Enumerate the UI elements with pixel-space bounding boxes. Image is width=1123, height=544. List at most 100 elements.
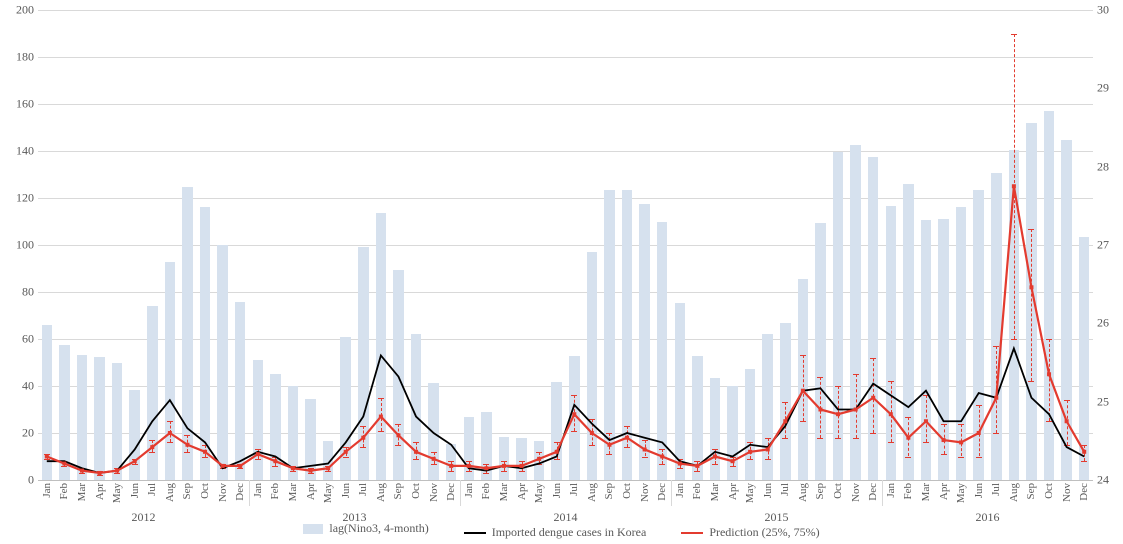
- error-cap: [870, 433, 876, 434]
- error-bar: [680, 459, 681, 468]
- error-bar: [258, 449, 259, 458]
- x-month-label: Aug: [164, 483, 176, 502]
- x-month-label: Nov: [217, 483, 229, 502]
- x-month-label: Apr: [516, 483, 528, 500]
- legend-item-imported: Imported dengue cases in Korea: [464, 525, 647, 540]
- y-left-tick-label: 100: [4, 238, 34, 253]
- error-cap: [1028, 381, 1034, 382]
- error-cap: [97, 475, 103, 476]
- error-bar: [873, 358, 874, 433]
- error-cap: [448, 471, 454, 472]
- bar: [200, 207, 211, 480]
- error-cap: [1046, 339, 1052, 340]
- bar: [551, 382, 562, 480]
- error-cap: [993, 346, 999, 347]
- bar: [77, 355, 88, 480]
- error-bar: [944, 424, 945, 455]
- legend-item-prediction: Prediction (25%, 75%): [681, 525, 819, 540]
- error-cap: [976, 405, 982, 406]
- error-cap: [571, 431, 577, 432]
- error-cap: [79, 473, 85, 474]
- error-bar: [996, 346, 997, 433]
- legend-label-prediction: Prediction (25%, 75%): [709, 525, 819, 540]
- error-cap: [730, 466, 736, 467]
- error-cap: [870, 358, 876, 359]
- x-month-label: Jun: [340, 483, 352, 498]
- bar: [428, 383, 439, 480]
- error-bar: [856, 374, 857, 437]
- error-cap: [378, 431, 384, 432]
- bar: [112, 363, 123, 481]
- error-cap: [1064, 400, 1070, 401]
- bar: [516, 438, 527, 480]
- grid-line: [38, 292, 1093, 293]
- bar: [710, 378, 721, 480]
- error-cap: [659, 464, 665, 465]
- x-month-label: Jul: [568, 483, 580, 496]
- x-month-label: Aug: [375, 483, 387, 502]
- error-cap: [501, 471, 507, 472]
- error-bar: [662, 449, 663, 463]
- error-bar: [979, 405, 980, 457]
- error-bar: [539, 452, 540, 464]
- error-cap: [325, 466, 331, 467]
- x-month-label: Dec: [1078, 483, 1090, 501]
- bar: [376, 213, 387, 480]
- error-bar: [574, 395, 575, 430]
- x-month-label: Dec: [445, 483, 457, 501]
- error-cap: [255, 459, 261, 460]
- x-month-label: Sep: [181, 483, 193, 500]
- error-cap: [888, 442, 894, 443]
- error-cap: [255, 449, 261, 450]
- error-cap: [941, 454, 947, 455]
- error-cap: [835, 438, 841, 439]
- x-month-label: Aug: [1008, 483, 1020, 502]
- bar: [165, 262, 176, 480]
- x-month-label: Mar: [498, 483, 510, 501]
- error-cap: [519, 471, 525, 472]
- error-bar: [908, 417, 909, 457]
- error-cap: [132, 459, 138, 460]
- bar: [340, 337, 351, 480]
- x-month-label: Sep: [814, 483, 826, 500]
- error-cap: [905, 417, 911, 418]
- x-month-label: Aug: [797, 483, 809, 502]
- error-bar: [627, 426, 628, 447]
- error-cap: [220, 464, 226, 465]
- error-bar: [205, 445, 206, 457]
- x-month-label: May: [322, 483, 334, 503]
- error-bar: [750, 442, 751, 458]
- error-bar: [1014, 34, 1015, 340]
- error-cap: [624, 447, 630, 448]
- x-month-label: May: [955, 483, 967, 503]
- x-month-label: Jun: [973, 483, 985, 498]
- error-bar: [557, 442, 558, 458]
- error-cap: [167, 442, 173, 443]
- x-month-label: Dec: [867, 483, 879, 501]
- error-cap: [747, 459, 753, 460]
- chart-plot-area: 0204060801001201401601802002425262728293…: [38, 10, 1093, 480]
- error-cap: [694, 471, 700, 472]
- error-cap: [853, 438, 859, 439]
- bar: [815, 223, 826, 480]
- error-cap: [677, 459, 683, 460]
- y-right-tick-label: 24: [1097, 473, 1123, 488]
- error-cap: [712, 449, 718, 450]
- error-cap: [800, 355, 806, 356]
- x-month-label: Jan: [252, 483, 264, 498]
- bar: [59, 345, 70, 480]
- error-cap: [149, 452, 155, 453]
- error-bar: [1067, 400, 1068, 445]
- error-bar: [381, 398, 382, 431]
- x-month-label: Apr: [938, 483, 950, 500]
- error-bar: [152, 440, 153, 452]
- error-cap: [308, 468, 314, 469]
- x-year-label: 2014: [460, 510, 671, 525]
- bar: [639, 204, 650, 480]
- bar: [253, 360, 264, 480]
- error-cap: [730, 457, 736, 458]
- error-cap: [1081, 445, 1087, 446]
- x-month-label: Nov: [850, 483, 862, 502]
- x-month-label: Mar: [709, 483, 721, 501]
- error-cap: [1081, 461, 1087, 462]
